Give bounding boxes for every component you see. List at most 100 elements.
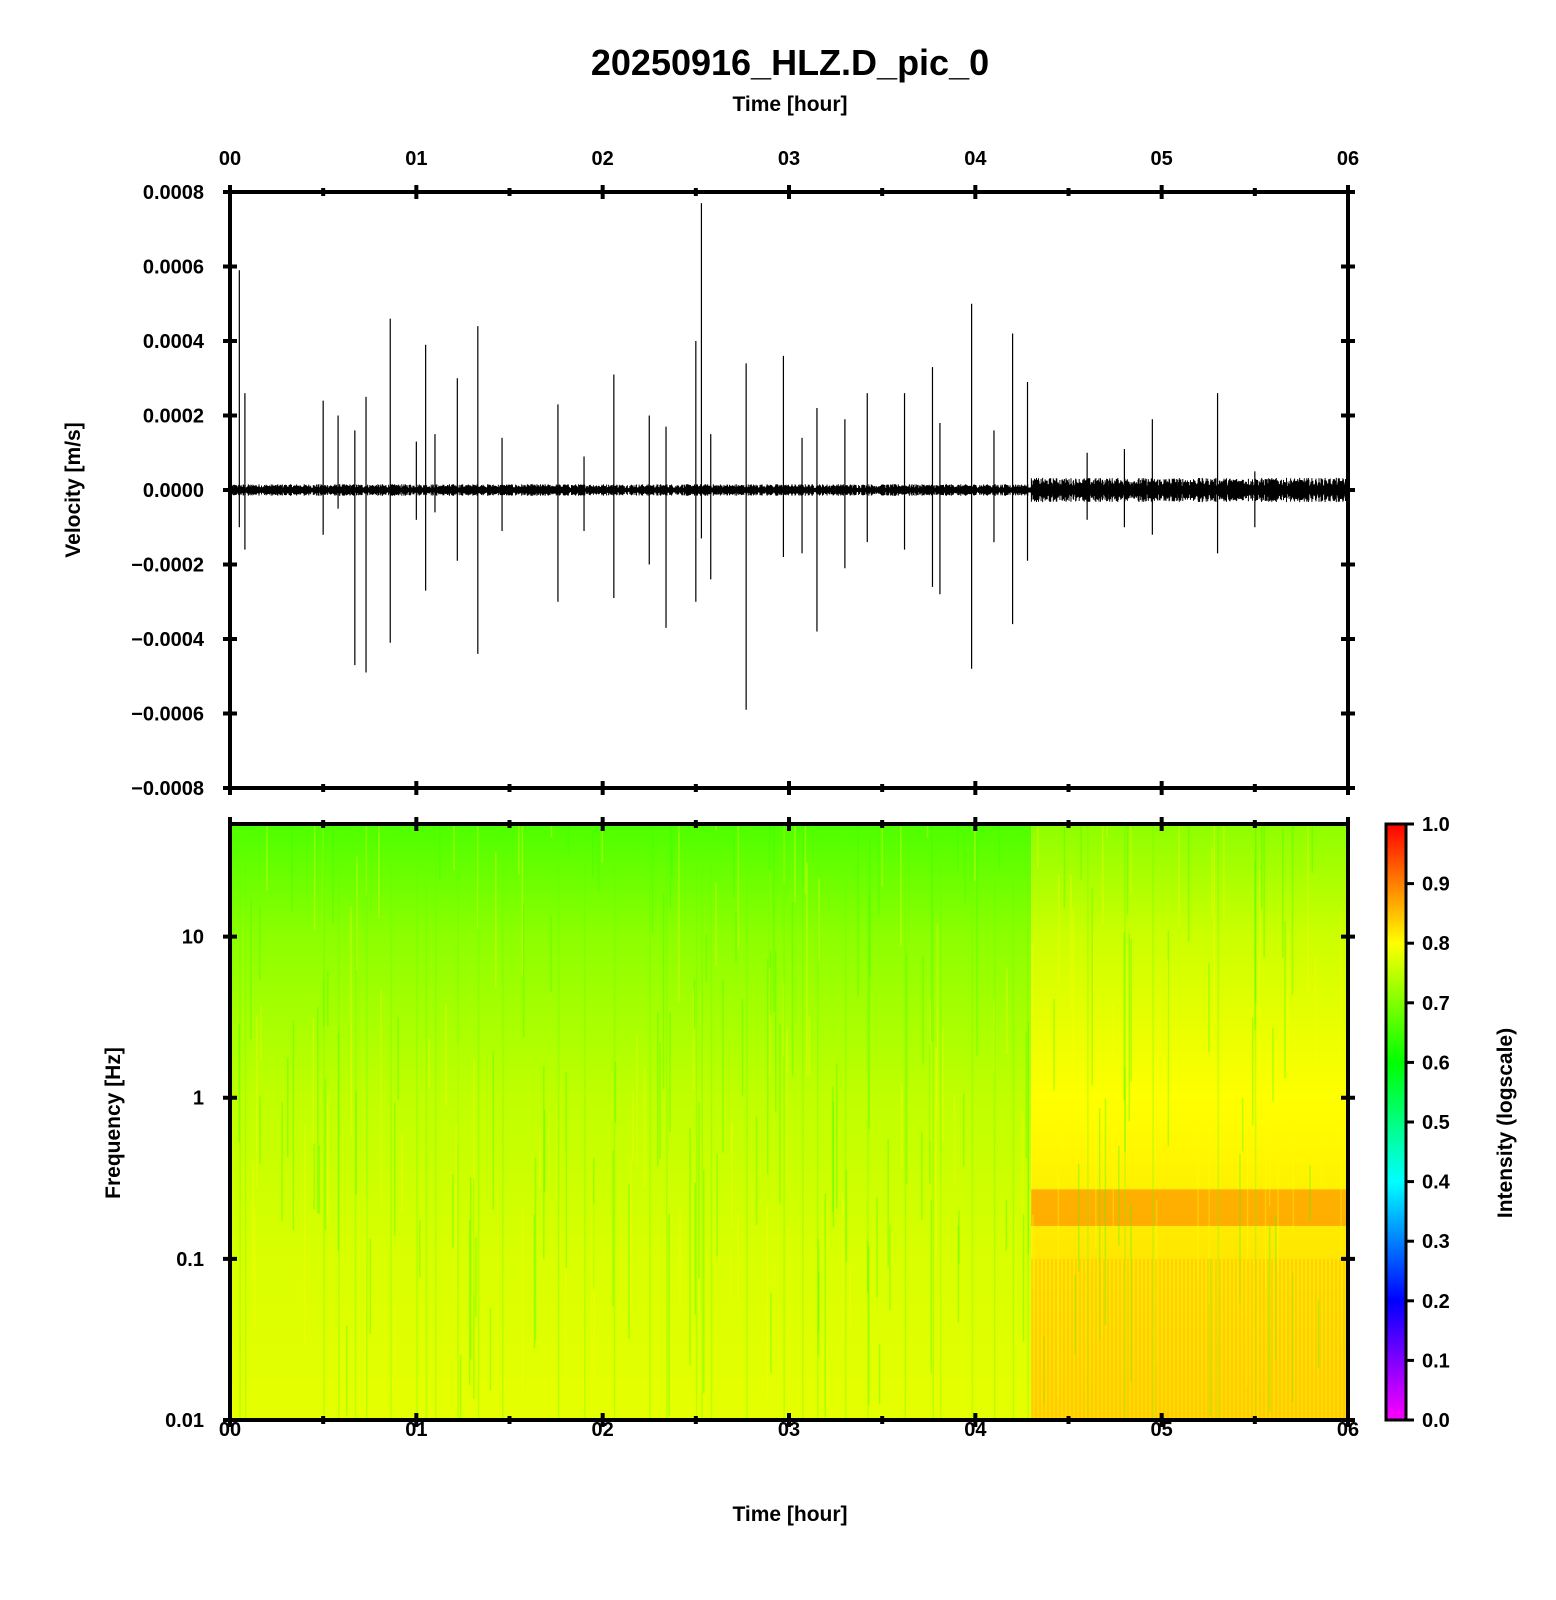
spectrogram-stripe [736,1214,739,1300]
waveform-y-tick-label: 0.0006 [143,257,204,279]
spectrogram-stripe [1340,909,1342,1068]
spectrogram-late-hatch [1071,1258,1073,1420]
spectrogram-x-tick-label: 04 [964,1419,987,1441]
spectrogram-event-stripe [239,826,241,1420]
spectrogram-late-hatch [1291,1258,1293,1420]
spectrogram-event-stripe [1012,826,1015,1420]
spectrogram-late-hatch [1243,1258,1245,1420]
spectrogram-stripe [1311,826,1313,873]
spectrogram-late-hatch [1335,1258,1337,1420]
spectrogram-stripe [539,1129,541,1188]
spectrogram-event-stripe [584,826,586,1420]
spectrogram-stripe [312,1017,315,1199]
spectrogram-stripe [394,1301,396,1376]
spectrogram-stripe [1106,826,1108,838]
spectrogram-stripe [857,826,859,997]
spectrogram-stripe [345,1325,348,1416]
spectrogram-stripe [475,1237,477,1317]
spectrogram-stripe [976,839,978,1056]
colorbar-label: Intensity (logscale) [1494,1028,1517,1218]
spectrogram-stripe [931,826,933,1043]
spectrogram-late-hatch [1327,1258,1329,1420]
spectrogram-stripe [1167,930,1170,1147]
spectrogram-stripe [794,826,796,903]
spectrogram-event-stripe [338,826,340,1420]
spectrogram-late-hatch [1047,1258,1049,1420]
spectrogram-stripe [564,1151,567,1378]
spectrogram-stripe [824,1193,827,1417]
spectrogram-stripe [767,958,769,1175]
spectrogram-stripe [614,1061,617,1123]
waveform-x-tick-label: 06 [1337,148,1359,170]
spectrogram-stripe [322,826,325,1027]
bottom-x-axis-label: Time [hour] [732,1503,847,1526]
spectrogram-image [232,826,1349,1420]
spectrogram-late-hatch [1159,1258,1161,1420]
spectrogram-stripe [1261,826,1263,909]
spectrogram-late-hatch [1151,1258,1153,1420]
spectrogram-stripe [773,826,775,1012]
spectrogram-stripe [521,1206,524,1395]
spectrogram-stripe [705,933,708,983]
spectrogram-stripe [1178,826,1180,928]
spectrogram-late-hatch [1059,1258,1061,1420]
spectrogram-event-stripe [354,826,357,1420]
spectrogram-stripe [356,856,358,970]
spectrogram-stripe [936,924,939,1122]
spectrogram-stripe [1061,1086,1064,1159]
waveform-y-axis-label: Velocity [m/s] [62,422,85,557]
spectrogram-stripe [679,1211,681,1309]
spectrogram-stripe [1032,1215,1034,1288]
spectrogram-stripe [922,955,924,1064]
spectrogram-late-hatch [1199,1258,1201,1420]
spectrogram-stripe [1317,1299,1320,1369]
spectrogram-late-hatch [1203,1258,1205,1420]
spectrogram-stripe [259,906,261,981]
spectrogram-stripe [881,826,883,887]
spectrogram-stripe [900,1082,903,1168]
spectrogram-late-hatch [1303,1258,1305,1420]
spectrogram-stripe [1208,963,1210,1053]
spectrogram-stripe [380,989,382,1210]
spectrogram-late-hatch [1131,1258,1133,1420]
spectrogram-late-hatch [1031,1258,1033,1420]
spectrogram-stripe [468,1219,471,1385]
spectrogram-x-tick-label: 02 [592,1419,614,1441]
spectrogram-stripe [1197,1112,1199,1282]
spectrogram-stripe [1101,826,1104,926]
spectrogram-stripe [692,989,695,1091]
spectrogram-stripe [783,826,785,885]
spectrogram-stripe [1123,932,1125,1101]
spectrogram-stripe [1291,826,1294,996]
spectrogram-stripe [597,826,600,893]
spectrogram-late-hatch [1155,1258,1157,1420]
spectrogram-stripe [693,979,696,1029]
spectrogram-late-hatch [1039,1258,1041,1420]
spectrogram-stripe [1251,1017,1254,1126]
spectrogram-event-stripe [939,826,942,1420]
colorbar-tick-label: 0.6 [1422,1052,1450,1074]
spectrogram-late-hatch [1235,1258,1237,1420]
spectrogram-stripe [715,883,717,967]
spectrogram-stripe [1255,826,1257,1003]
spectrogram-stripe [1128,933,1131,1122]
spectrogram-stripe [671,826,673,876]
waveform-ticks: 00 01 02 03 04 05 06 0.0008 0.0006 0.0004 0.0002 0.… [131,148,1359,800]
spectrogram-late-hatch [1251,1258,1253,1420]
spectrogram-late-hatch [1163,1258,1165,1420]
waveform-y-tick-label: 0.0008 [143,182,204,204]
spectrogram-late-hatch [1119,1258,1121,1420]
spectrogram-stripe [365,826,368,896]
waveform-y-tick-label: 0.0004 [143,331,205,353]
waveform-y-tick-label: 0.0002 [143,406,204,428]
spectrogram-late-hatch [1211,1258,1213,1420]
spectrogram-late-hatch [1035,1258,1037,1420]
spectrogram-stripe [1057,1168,1060,1398]
spectrogram-stripe [1287,933,1289,1045]
spectrogram-stripe [703,1169,705,1394]
spectrogram-stripe [601,826,604,863]
spectrogram-stripe [332,826,334,924]
spectrogram-stripe [766,1205,769,1399]
spectrogram-y-axis-label: Frequency [Hz] [102,1047,125,1199]
